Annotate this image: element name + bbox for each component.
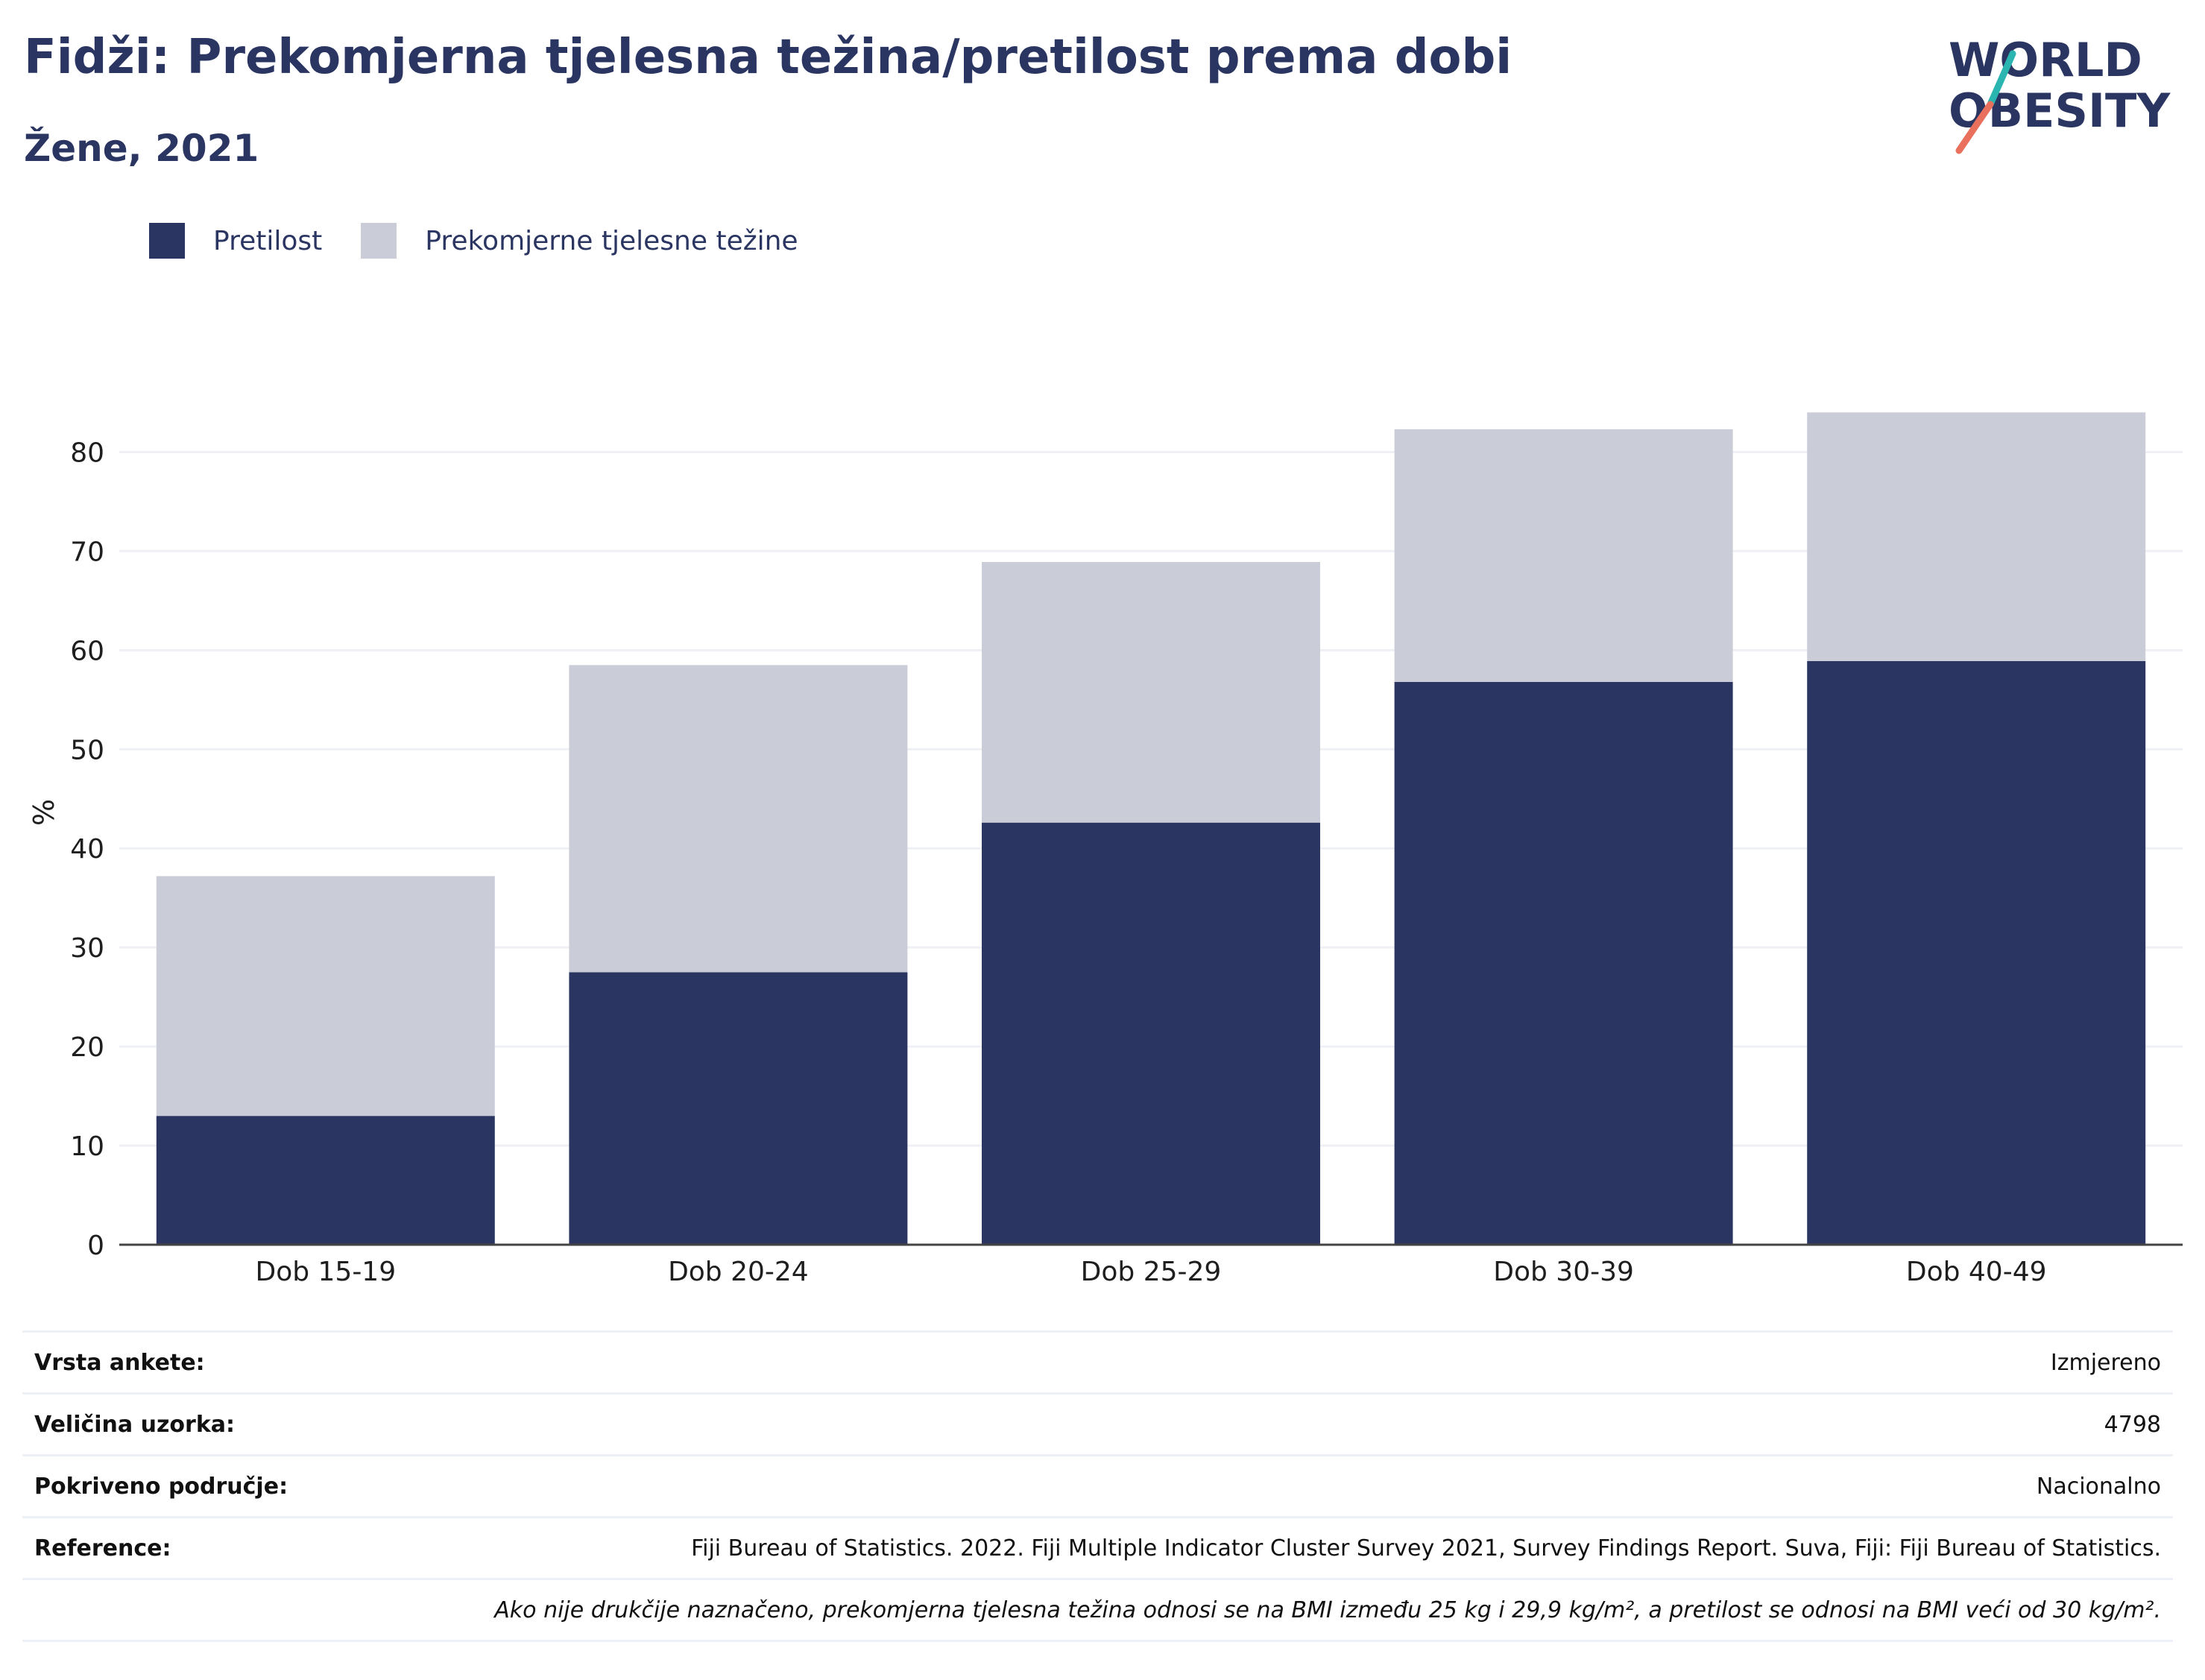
info-key: Pokriveno područje: <box>34 1473 288 1500</box>
legend-label-prekomjerna: Prekomjerne tjelesne težine <box>425 225 798 256</box>
y-tick-label: 70 <box>70 537 104 567</box>
info-row-reference: Reference: Fiji Bureau of Statistics. 20… <box>22 1518 2173 1580</box>
x-tick-label: Dob 20-24 <box>668 1257 809 1287</box>
x-tick-label: Dob 15-19 <box>255 1257 396 1287</box>
logo-line1: WORLD <box>1949 33 2142 87</box>
bar-prekomjerna[interactable] <box>156 876 495 1117</box>
axes: 0 10 20 30 40 50 60 70 80 Dob 15-19 Dob 20-24 Dob 2… <box>70 438 2183 1287</box>
y-tick-label: 0 <box>87 1231 104 1261</box>
y-tick-label: 80 <box>70 438 104 468</box>
y-tick-label: 40 <box>70 834 104 865</box>
bar-prekomjerna[interactable] <box>982 562 1320 823</box>
info-row-coverage: Pokriveno područje: Nacionalno <box>22 1456 2173 1518</box>
stacked-bar-chart: 0 10 20 30 40 50 60 70 80 Dob 15-19 Dob 20-24 Dob 2… <box>28 412 2183 1287</box>
bars <box>156 412 2146 1245</box>
info-key: Reference: <box>34 1535 171 1561</box>
info-value: Nacionalno <box>2036 1473 2161 1500</box>
bar-pretilost[interactable] <box>1394 681 1733 1245</box>
x-tick-label: Dob 30-39 <box>1493 1257 1634 1287</box>
y-tick-label: 20 <box>70 1032 104 1063</box>
y-tick-label: 10 <box>70 1131 104 1162</box>
y-axis-title: % <box>28 799 60 826</box>
survey-info-table: Vrsta ankete: Izmjereno Veličina uzorka:… <box>22 1330 2173 1642</box>
legend-label-pretilost: Pretilost <box>213 225 323 256</box>
bar-prekomjerna[interactable] <box>1394 429 1733 682</box>
x-tick-label: Dob 25-29 <box>1081 1257 1222 1287</box>
chart-subtitle: Žene, 2021 <box>24 127 259 170</box>
legend-item-prekomjerna[interactable]: Prekomjerne tjelesne težine <box>361 223 798 259</box>
info-key: Veličina uzorka: <box>34 1411 236 1438</box>
info-value: 4798 <box>2104 1411 2161 1438</box>
bar-pretilost[interactable] <box>982 822 1320 1245</box>
chart-legend: Pretilost Prekomjerne tjelesne težine <box>149 222 837 259</box>
info-key: Vrsta ankete: <box>34 1349 205 1376</box>
definition-note: Ako nije drukčije naznačeno, prekomjerna… <box>22 1580 2173 1642</box>
x-tick-label: Dob 40-49 <box>1906 1257 2047 1287</box>
y-tick-label: 30 <box>70 933 104 964</box>
info-value: Fiji Bureau of Statistics. 2022. Fiji Mu… <box>691 1535 2161 1561</box>
bar-pretilost[interactable] <box>1807 660 2146 1245</box>
legend-swatch-pretilost <box>149 223 185 259</box>
info-value: Izmjereno <box>2050 1349 2161 1376</box>
info-row-survey-type: Vrsta ankete: Izmjereno <box>22 1333 2173 1395</box>
bar-prekomjerna[interactable] <box>1807 412 2146 661</box>
bar-prekomjerna[interactable] <box>569 665 908 973</box>
chart-title: Fidži: Prekomjerna tjelesna težina/preti… <box>24 30 1512 85</box>
y-tick-label: 60 <box>70 636 104 666</box>
info-row-sample-size: Veličina uzorka: 4798 <box>22 1395 2173 1456</box>
y-tick-label: 50 <box>70 735 104 765</box>
legend-swatch-prekomjerna <box>361 223 397 259</box>
world-obesity-logo: WORLD OBESITY <box>1949 33 2171 154</box>
bar-pretilost[interactable] <box>569 972 908 1245</box>
bar-pretilost[interactable] <box>156 1116 495 1245</box>
legend-item-pretilost[interactable]: Pretilost <box>149 223 322 259</box>
